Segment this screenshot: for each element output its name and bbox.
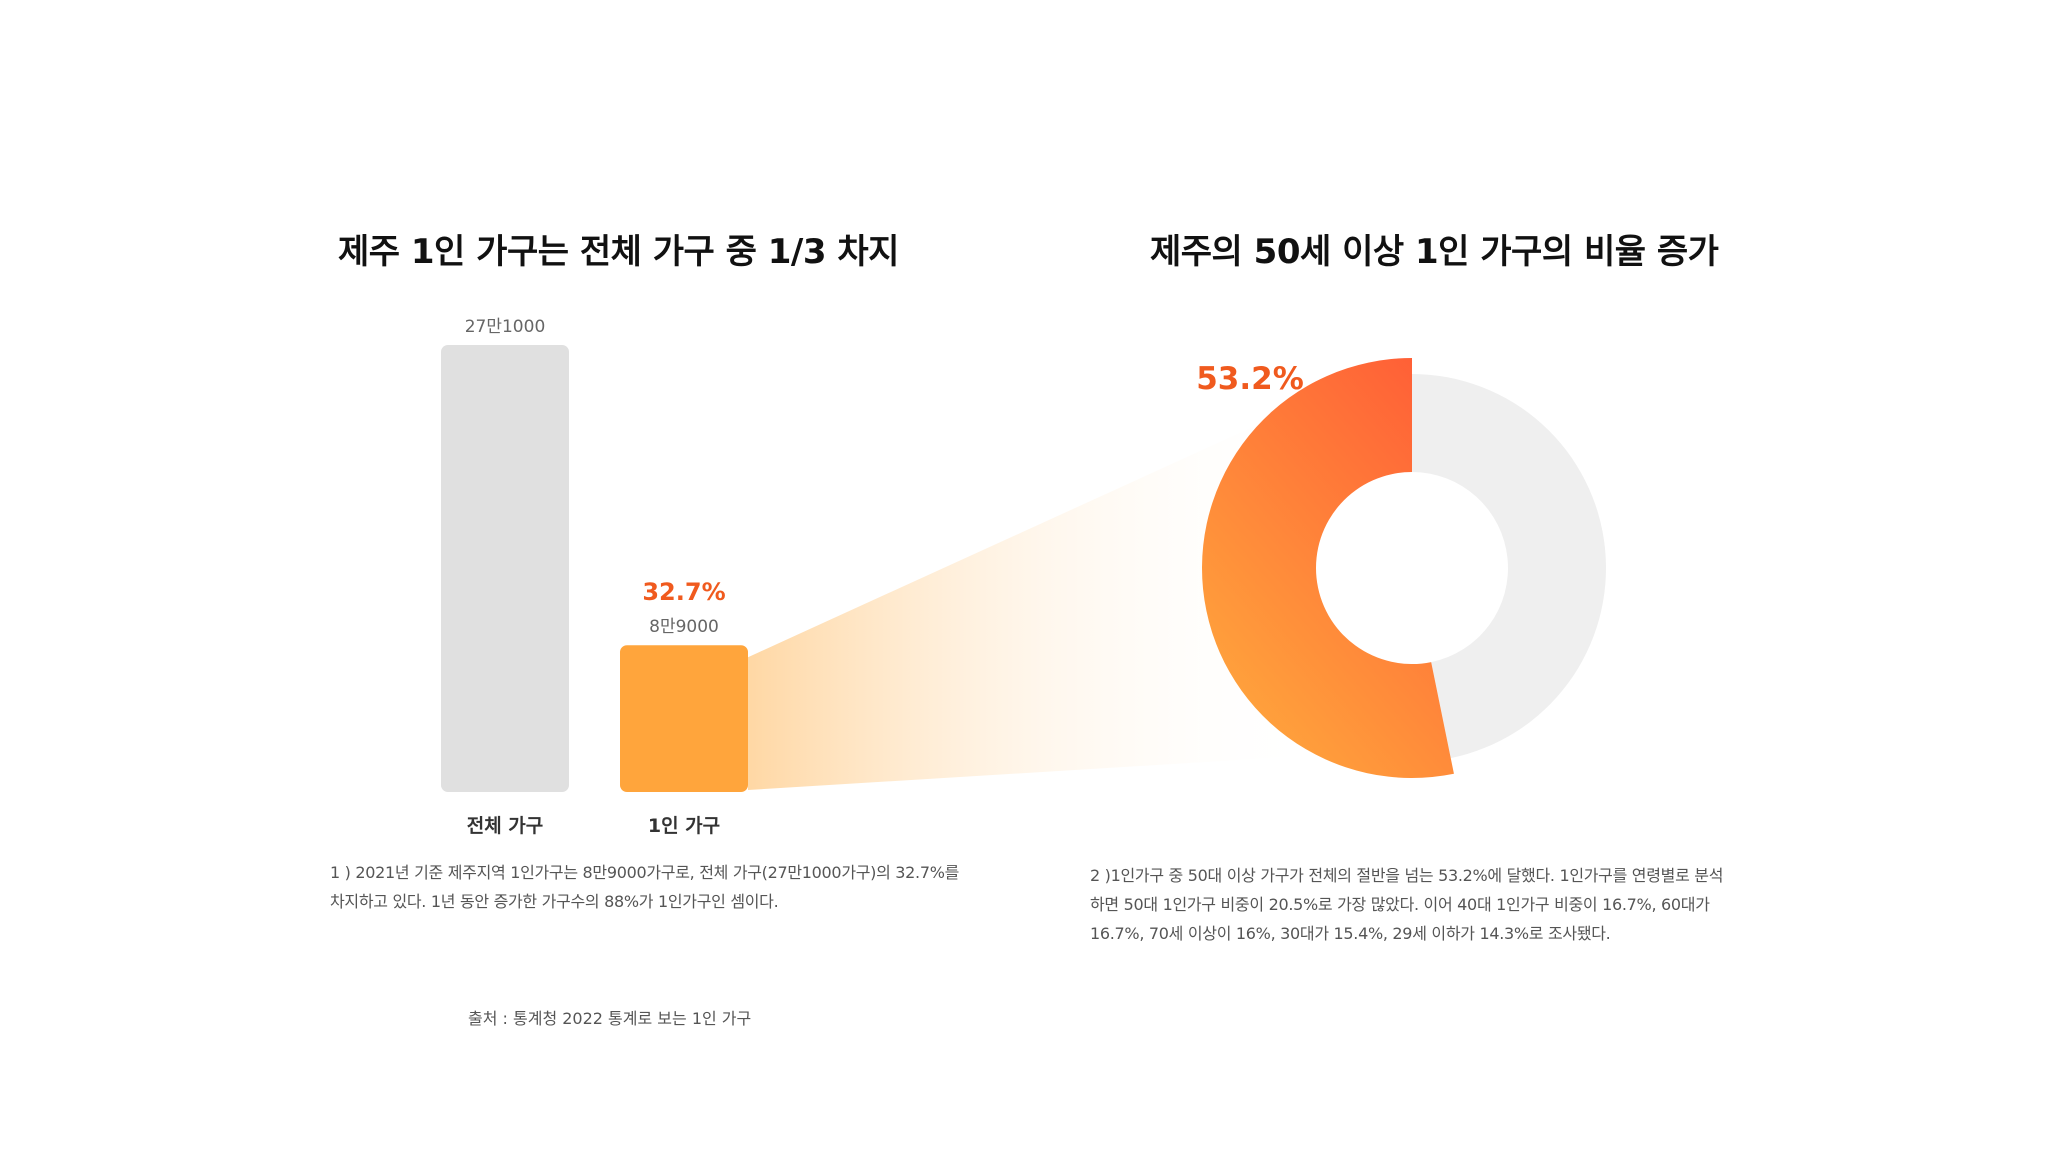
donut-slice-highlight xyxy=(1202,358,1454,778)
bar-total-household xyxy=(441,345,569,792)
source-caption: 출처 : 통계청 2022 통계로 보는 1인 가구 xyxy=(468,1009,752,1028)
bar-single-household xyxy=(620,645,748,792)
zoom-connector xyxy=(748,410,1320,790)
left-chart-title: 제주 1인 가구는 전체 가구 중 1/3 차지 xyxy=(338,232,899,272)
right-footnote-line: 16.7%, 70세 이상이 16%, 30대가 15.4%, 29세 이하가 … xyxy=(1090,924,1611,943)
bar-value-label: 27만1000 xyxy=(465,317,546,337)
left-footnote-line: 차지하고 있다. 1년 동안 증가한 가구수의 88%가 1인가구인 셈이다. xyxy=(330,892,779,911)
donut-slice-rest xyxy=(1412,374,1606,759)
left-footnote: 1 ) 2021년 기준 제주지역 1인가구는 8만9000가구로, 전체 가구… xyxy=(330,858,959,916)
bar-category-label: 전체 가구 xyxy=(467,815,544,837)
right-footnote: 2 )1인가구 중 50대 이상 가구가 전체의 절반을 넘는 53.2%에 달… xyxy=(1090,861,1723,948)
left-footnote-line: 1 ) 2021년 기준 제주지역 1인가구는 8만9000가구로, 전체 가구… xyxy=(330,863,960,882)
right-chart-title: 제주의 50세 이상 1인 가구의 비율 증가 xyxy=(1150,232,1719,272)
bar-category-label: 1인 가구 xyxy=(648,815,720,837)
right-footnote-line: 하면 50대 1인가구 비중이 20.5%로 가장 많았다. 이어 40대 1인… xyxy=(1090,895,1710,914)
donut-highlight-percent: 53.2% xyxy=(1196,361,1304,397)
bar-value-label: 8만9000 xyxy=(649,617,719,637)
bar-highlight-percent: 32.7% xyxy=(642,578,725,606)
right-footnote-line: 2 )1인가구 중 50대 이상 가구가 전체의 절반을 넘는 53.2%에 달… xyxy=(1090,866,1724,885)
